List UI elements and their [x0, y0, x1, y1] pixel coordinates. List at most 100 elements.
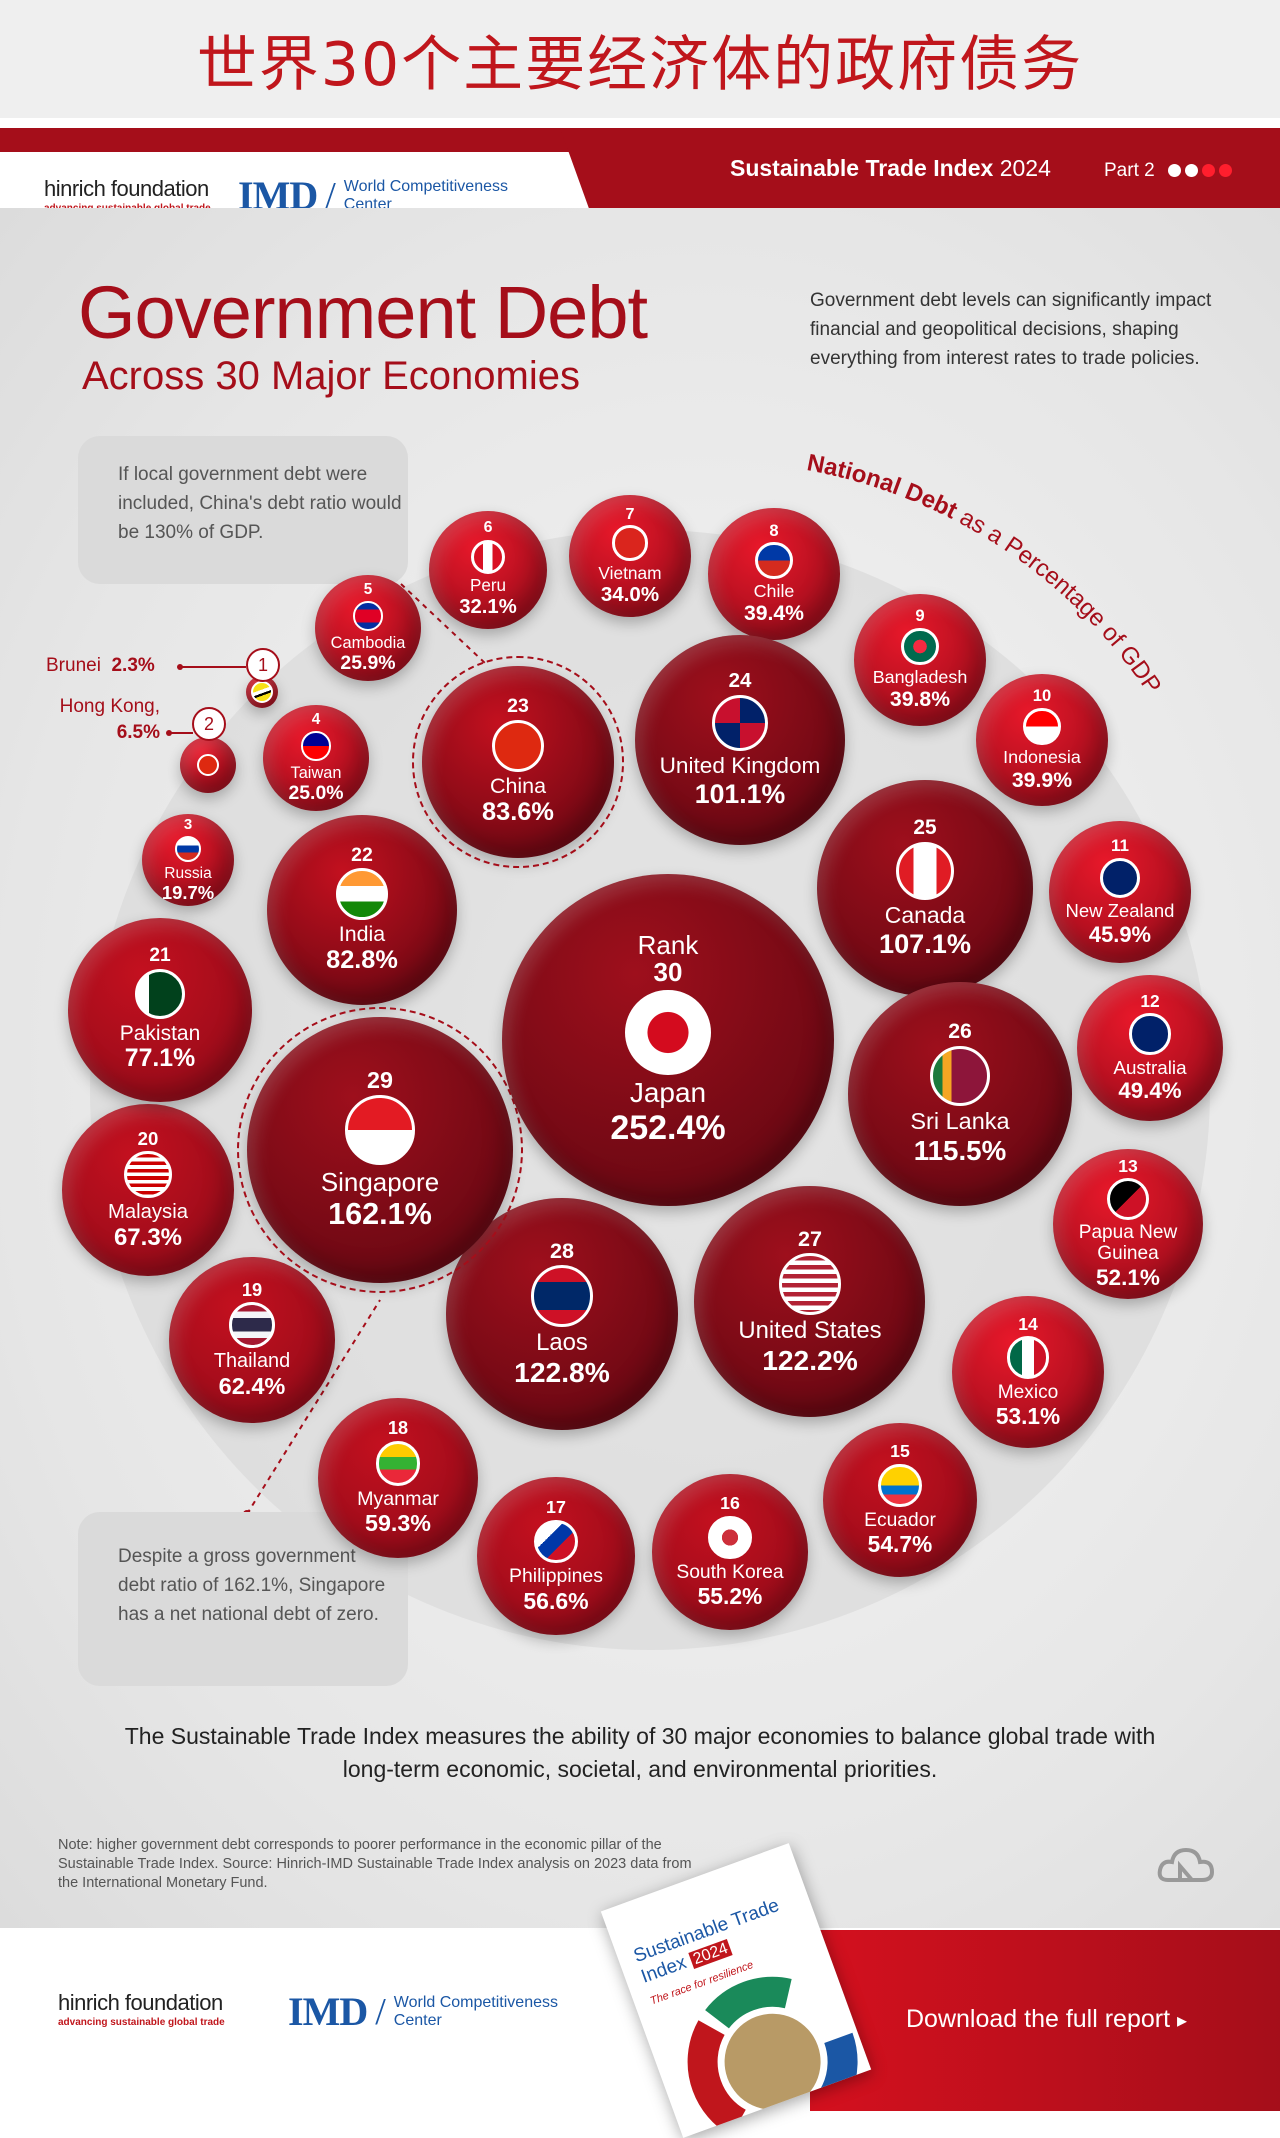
bubble-india: 22 India 82.8% — [266, 814, 458, 1006]
flag-icon — [930, 1046, 990, 1107]
download-report-link[interactable]: Download the full report ▸ — [906, 2005, 1187, 2034]
debt-value: 62.4% — [218, 1372, 286, 1399]
flag-icon — [197, 754, 219, 776]
download-panel[interactable] — [810, 1930, 1280, 2111]
flag-icon — [1106, 1178, 1150, 1221]
chevron-right-icon: ▸ — [1177, 2010, 1188, 2032]
bubble-vietnam: 7 Vietnam 34.0% — [569, 495, 691, 617]
rank-number: 7 — [625, 504, 635, 523]
footer-hinrich-tagline: advancing sustainable global trade — [58, 2017, 225, 2028]
bubble-russia: 3 Russia 19.7% — [142, 814, 234, 906]
debt-value: 34.0% — [600, 582, 660, 606]
chart-title: Government Debt — [78, 271, 648, 354]
bubble-canada: 25 Canada 107.1% — [816, 779, 1034, 997]
country-name: Ecuador — [864, 1510, 936, 1532]
footer-hinrich-logo: hinrich foundation advancing sustainable… — [58, 1990, 225, 2028]
chart-subtitle: Across 30 Major Economies — [82, 354, 580, 398]
country-name: Indonesia — [1003, 747, 1081, 768]
bubble-philippines: 17 Philippines 56.6% — [477, 1477, 635, 1635]
sti-year: 2024 — [999, 155, 1051, 181]
country-name: Australia — [1113, 1056, 1187, 1078]
flag-icon — [251, 681, 273, 703]
debt-value: 122.8% — [514, 1356, 610, 1389]
debt-value: 67.3% — [113, 1223, 183, 1251]
bubble-bangladesh: 9 Bangladesh 39.8% — [854, 594, 986, 726]
rank-number: 22 — [351, 843, 373, 866]
flag-icon — [345, 1095, 415, 1166]
country-name: Chile — [753, 581, 795, 602]
imd-slash-icon: / — [325, 174, 336, 217]
debt-value: 25.0% — [288, 781, 344, 804]
rank-label: Rank — [637, 929, 699, 960]
hinrich-name: hinrich foundation — [44, 176, 209, 201]
part-dot — [1202, 164, 1215, 177]
debt-value: 52.1% — [1096, 1265, 1160, 1291]
rank-number: 19 — [241, 1279, 263, 1301]
rank-badge: 2 — [192, 707, 226, 741]
country-name: Pakistan — [119, 1022, 201, 1046]
country-name: Mexico — [997, 1381, 1059, 1403]
flag-icon — [301, 731, 331, 761]
top-banner: 世界30个主要经济体的政府债务 — [0, 0, 1280, 118]
part-dot — [1185, 164, 1198, 177]
flag-icon — [612, 525, 648, 561]
cloud-logo-icon — [1157, 1847, 1215, 1882]
download-label: Download the full report — [906, 2005, 1171, 2033]
country-name: Cambodia — [330, 633, 406, 652]
flag-icon — [1129, 1013, 1171, 1055]
bubble-australia: 12 Australia 49.4% — [1076, 974, 1224, 1122]
country-name: Peru — [469, 576, 507, 596]
bubble-cambodia: 5 Cambodia 25.9% — [314, 574, 422, 682]
bubble-south-korea: 16 South Korea 55.2% — [652, 1474, 808, 1630]
bubble-myanmar: 18 Myanmar 59.3% — [317, 1397, 479, 1559]
flag-icon — [779, 1253, 841, 1315]
flag-icon — [625, 989, 711, 1076]
imd-line1: World Competitiveness — [343, 177, 508, 195]
flag-icon — [708, 1515, 752, 1560]
bubble-singapore: 29 Singapore 162.1% — [236, 1006, 524, 1294]
bubble-taiwan: 4 Taiwan 25.0% — [263, 705, 369, 811]
bubble-brunei — [246, 676, 278, 708]
country-name: New Zealand — [1065, 900, 1175, 922]
rank-number: 26 — [948, 1020, 972, 1044]
bubble-japan: Rank 30 Japan 252.4% — [502, 874, 834, 1206]
flag-icon — [711, 694, 769, 752]
bubble-united-states: 27 United States 122.2% — [694, 1186, 926, 1418]
flag-icon — [492, 719, 544, 772]
debt-value: 53.1% — [995, 1403, 1061, 1429]
footer-imd-mark: IMD — [288, 1989, 368, 2034]
debt-value: 39.4% — [743, 602, 805, 626]
debt-value: 252.4% — [610, 1108, 726, 1147]
index-statement: The Sustainable Trade Index measures the… — [124, 1723, 1156, 1782]
brunei-value: 2.3% — [111, 655, 155, 676]
debt-value: 122.2% — [762, 1343, 858, 1376]
debt-value: 54.7% — [867, 1531, 933, 1558]
flag-icon — [174, 835, 202, 862]
china-note: If local government debt were included, … — [78, 436, 408, 584]
bubble-laos: 28 Laos 122.8% — [446, 1198, 678, 1430]
bubble-china: 23 China 83.6% — [412, 656, 624, 868]
part-dots — [1168, 164, 1232, 177]
country-name: Myanmar — [357, 1487, 439, 1510]
country-name: India — [338, 921, 386, 946]
footer-imd-line2: Center — [393, 2011, 442, 2029]
flag-icon — [901, 627, 939, 666]
flag-icon — [229, 1302, 275, 1348]
rank-number: 6 — [483, 519, 493, 537]
debt-value: 83.6% — [482, 798, 554, 827]
flag-icon — [534, 1519, 578, 1564]
rank-number: 29 — [367, 1066, 393, 1093]
debt-value: 101.1% — [694, 779, 786, 810]
rank-number: 16 — [720, 1493, 740, 1514]
rank-number: 24 — [728, 669, 752, 693]
bubble-papua-new-guinea: 13 Papua New Guinea 52.1% — [1052, 1148, 1204, 1300]
country-name: Malaysia — [108, 1201, 188, 1224]
hongkong-label: Hong Kong, 6.5% — [46, 694, 160, 746]
source-note: Note: higher government debt corresponds… — [58, 1837, 692, 1891]
singapore-note: Despite a gross government debt ratio of… — [78, 1512, 408, 1686]
country-name: United States — [738, 1316, 882, 1344]
debt-value: 107.1% — [878, 927, 971, 959]
flag-icon — [336, 868, 388, 920]
country-name: China — [489, 773, 547, 798]
bubble-malaysia: 20 Malaysia 67.3% — [62, 1104, 234, 1276]
